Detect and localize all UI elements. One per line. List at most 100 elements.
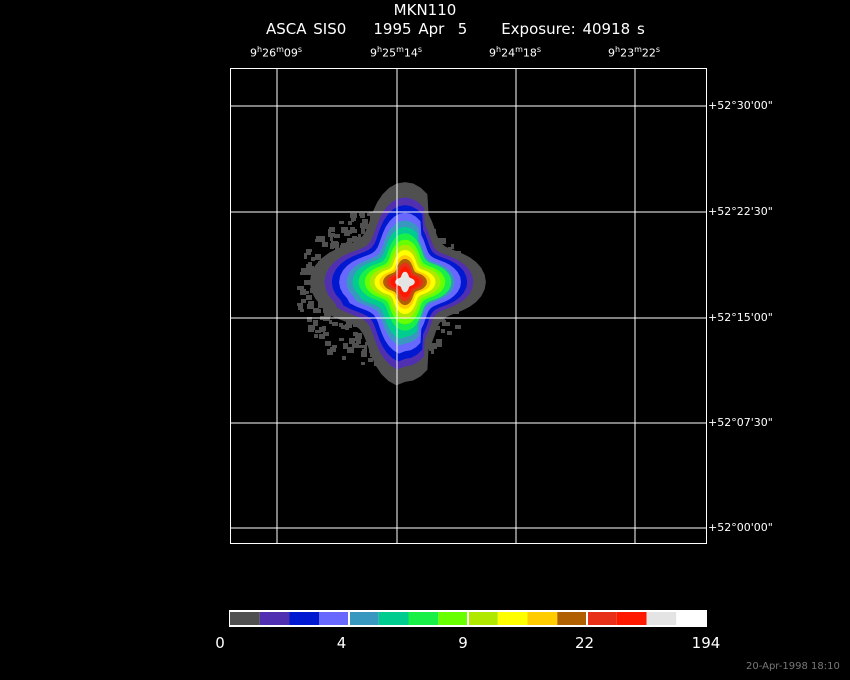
colorbar-tick-label: 194 — [691, 634, 721, 652]
background-pixel — [306, 272, 312, 275]
background-pixel — [446, 322, 450, 326]
background-pixel — [335, 246, 339, 251]
background-pixel — [339, 323, 343, 327]
dec-tick-label: +52°22'30" — [708, 205, 773, 218]
background-pixel — [330, 347, 336, 352]
background-pixel — [343, 343, 348, 349]
background-pixel — [361, 351, 367, 357]
background-pixel — [332, 322, 338, 326]
background-pixel — [350, 213, 357, 218]
background-pixel — [308, 262, 312, 265]
timestamp: 20-Apr-1998 18:10 — [746, 661, 840, 672]
background-pixel — [306, 249, 311, 255]
colorbar-segment — [468, 612, 498, 625]
background-pixel — [362, 221, 365, 226]
background-pixel — [368, 358, 373, 362]
background-pixel — [315, 330, 321, 333]
background-pixel — [355, 333, 362, 339]
background-pixel — [297, 303, 303, 306]
colorbar-segment — [616, 612, 647, 625]
background-pixel — [437, 238, 444, 244]
colorbar-segment — [587, 612, 617, 625]
background-pixel — [361, 228, 365, 234]
dec-tick-label: +52°00'00" — [708, 521, 773, 534]
background-pixel — [356, 339, 361, 344]
background-pixel — [358, 345, 364, 348]
background-pixel — [333, 242, 339, 245]
colorbar-segment — [676, 612, 707, 625]
background-pixel — [359, 213, 363, 216]
background-pixel — [341, 325, 347, 329]
colorbar-tick-label: 4 — [336, 634, 347, 652]
ra-tick-label: 9h23m22s — [608, 45, 661, 60]
background-pixel — [341, 243, 346, 248]
background-pixel — [322, 242, 328, 247]
background-pixel — [455, 325, 461, 329]
background-pixel — [440, 319, 445, 322]
background-pixel — [301, 268, 307, 273]
plot-title: MKN110 — [393, 1, 457, 19]
instrument: ASCA SIS0 — [266, 20, 347, 38]
dec-tick-label: +52°30'00" — [708, 99, 773, 112]
background-pixel — [330, 235, 333, 241]
background-pixel — [347, 347, 354, 353]
background-pixel — [351, 338, 357, 341]
background-pixel — [430, 343, 437, 349]
plot-frame — [230, 68, 707, 544]
background-pixel — [306, 295, 312, 300]
background-pixel — [451, 244, 454, 249]
background-pixel — [354, 239, 359, 242]
colorbar-segment — [557, 612, 588, 625]
background-pixel — [301, 299, 306, 303]
ra-tick-label: 9h25m14s — [370, 45, 423, 60]
ra-tick-label: 9h24m18s — [489, 45, 542, 60]
background-pixel — [298, 305, 303, 310]
colorbar-segment — [646, 612, 677, 625]
background-pixel — [308, 325, 315, 330]
background-pixel — [313, 308, 319, 313]
colorbar-segment — [230, 612, 260, 625]
background-pixel — [310, 269, 314, 273]
colorbar-segment — [349, 612, 379, 625]
background-pixel — [364, 219, 368, 225]
colorbar-tick-label: 0 — [215, 634, 225, 652]
background-pixel — [436, 339, 442, 344]
background-pixel — [319, 327, 325, 332]
background-pixel — [311, 257, 315, 261]
background-pixel — [341, 227, 348, 233]
background-pixel — [297, 286, 304, 290]
background-pixel — [332, 345, 337, 348]
background-pixel — [442, 320, 446, 326]
dec-tick-label: +52°07'30" — [708, 416, 773, 429]
background-pixel — [319, 334, 325, 339]
colorbar-segment — [289, 612, 320, 625]
background-pixel — [344, 231, 350, 236]
colorbar-segment — [408, 612, 439, 625]
background-pixel — [362, 224, 369, 229]
intensity-contour — [395, 271, 415, 293]
background-pixel — [300, 272, 307, 275]
background-pixel — [347, 238, 352, 242]
exposure: Exposure: 40918 s — [501, 20, 645, 38]
background-pixel — [313, 320, 318, 326]
background-pixel — [348, 221, 352, 225]
background-pixel — [339, 221, 344, 224]
background-pixel — [329, 227, 335, 232]
background-pixel — [441, 329, 445, 333]
dec-tick-label: +52°15'00" — [708, 311, 773, 324]
background-pixel — [307, 317, 312, 322]
background-pixel — [308, 301, 314, 306]
background-pixel — [349, 339, 354, 344]
background-pixel — [323, 326, 326, 330]
colorbar-tick-label: 22 — [574, 634, 595, 652]
colorbar-segment — [319, 612, 350, 625]
colorbar-segment — [438, 612, 469, 625]
plot-subtitle: ASCA SIS0 1995 Apr 5 Exposure: 40918 s — [266, 20, 645, 38]
background-pixel — [352, 217, 356, 221]
background-pixel — [314, 334, 318, 338]
background-pixel — [334, 234, 340, 238]
background-pixel — [355, 237, 362, 240]
background-pixel — [318, 302, 323, 308]
background-pixel — [325, 341, 331, 346]
